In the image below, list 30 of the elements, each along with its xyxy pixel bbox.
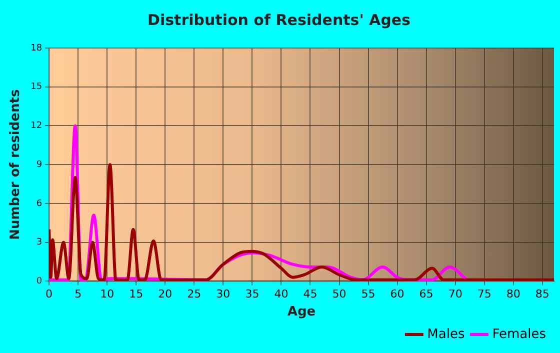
x-tick-label: 30 [216,288,230,301]
y-tick-label: 0 [36,276,42,287]
legend-label: Males [427,326,465,342]
y-tick-label: 6 [36,198,42,209]
x-tick-label: 40 [274,288,288,301]
x-tick-label: 10 [100,288,114,301]
x-tick-label: 80 [506,288,520,301]
x-tick-label: 85 [535,288,550,301]
y-tick-label: 12 [30,121,42,132]
x-tick-label: 65 [419,288,434,301]
legend-label: Females [492,326,546,342]
x-tick-label: 55 [361,288,376,301]
x-tick-label: 35 [245,288,260,301]
x-tick-label: 5 [74,288,82,301]
x-tick-label: 45 [303,288,318,301]
x-axis-title: Age [287,304,316,320]
x-tick-label: 60 [390,288,404,301]
y-tick-label: 15 [30,82,42,92]
x-tick-label: 70 [448,288,462,301]
x-tick-label: 50 [332,288,346,301]
x-tick-label: 20 [158,288,172,301]
y-axis-title: Number of residents [8,89,24,240]
y-tick-label: 18 [30,43,42,54]
x-tick-label: 75 [477,288,492,301]
chart-title: Distribution of Residents' Ages [148,10,411,29]
x-tick-label: 0 [46,288,53,301]
x-tick-label: 15 [129,288,144,301]
x-tick-label: 25 [187,288,202,301]
y-tick-label: 3 [36,238,42,248]
y-tick-label: 9 [36,160,42,170]
